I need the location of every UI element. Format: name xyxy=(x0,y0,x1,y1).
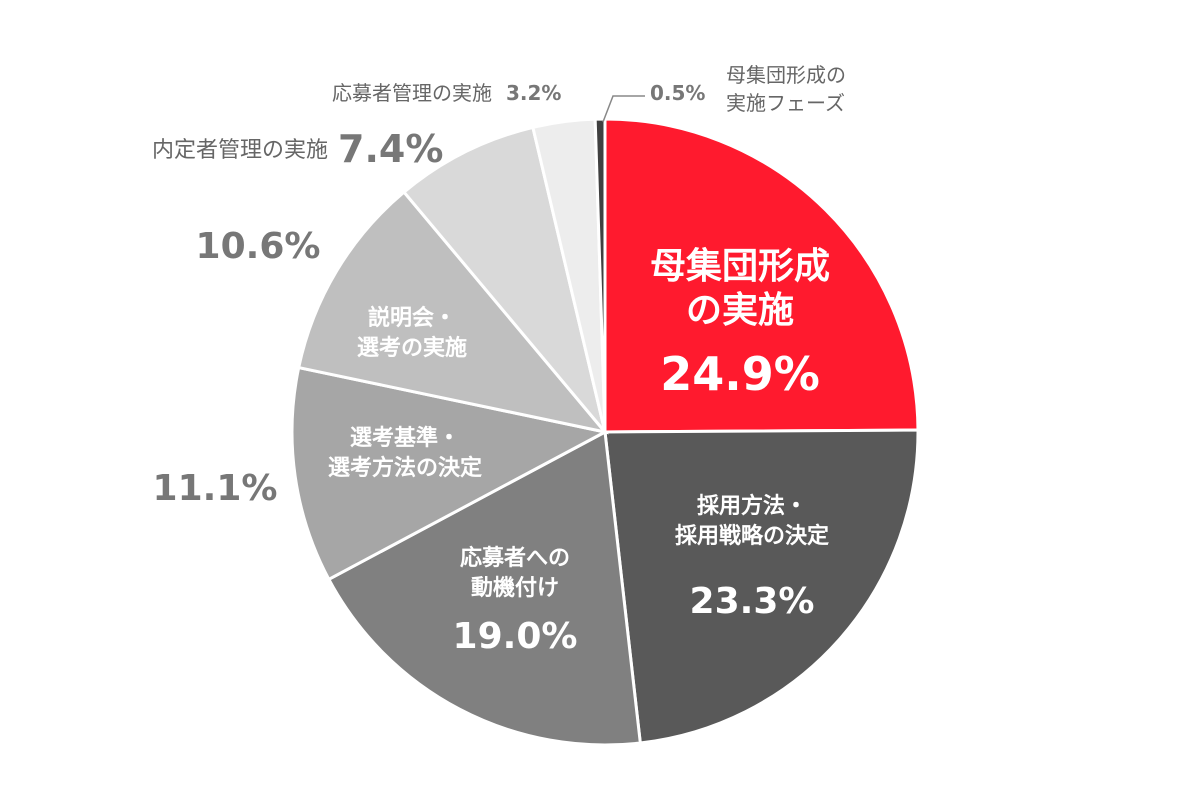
slice-value-4: 11.1% xyxy=(153,468,278,509)
slice-value-2: 23.3% xyxy=(690,581,815,622)
pie-slice-5 xyxy=(296,189,609,435)
pie-slice-4 xyxy=(290,365,610,582)
slice-label-4-line-1: 選考基準・ xyxy=(350,425,460,451)
slice-label-5-line-2: 選考の実施 xyxy=(357,335,467,361)
slice-label-4-line-2: 選考方法の決定 xyxy=(328,455,482,481)
slice-label-7-line-1: 応募者管理の実施 xyxy=(332,81,492,105)
slice-value-8: 0.5% xyxy=(650,81,705,105)
slice-label-2-line-1: 採用方法・ xyxy=(697,493,807,519)
slice-value-1: 24.9% xyxy=(660,347,820,401)
slice-label-8-line-1: 母集団形成の xyxy=(726,63,846,87)
slice-label-6-line-1: 内定者管理の実施 xyxy=(152,138,328,163)
leader-line-slice-8 xyxy=(602,95,645,123)
slice-label-1-line-1: 母集団形成 xyxy=(650,246,830,287)
slice-label-8-line-2: 実施フェーズ xyxy=(726,91,845,115)
slice-label-1-line-2: の実施 xyxy=(686,290,794,331)
slice-value-3: 19.0% xyxy=(453,616,578,657)
slice-value-6: 7.4% xyxy=(338,127,443,171)
slice-label-3-line-2: 動機付け xyxy=(471,576,559,601)
pie-slice-2 xyxy=(603,428,920,745)
pie-slice-6 xyxy=(401,125,607,433)
pie-slices xyxy=(290,117,920,747)
slice-value-5: 10.6% xyxy=(196,226,321,267)
pie-slice-8 xyxy=(593,117,607,433)
slice-label-5-line-1: 説明会・ xyxy=(368,305,456,331)
slice-label-3-line-1: 応募者への xyxy=(460,545,570,571)
slice-value-7: 3.2% xyxy=(506,81,561,105)
pie-slice-3 xyxy=(326,429,642,747)
slice-label-2-line-2: 採用戦略の決定 xyxy=(675,523,829,549)
pie-slice-1 xyxy=(603,117,920,434)
